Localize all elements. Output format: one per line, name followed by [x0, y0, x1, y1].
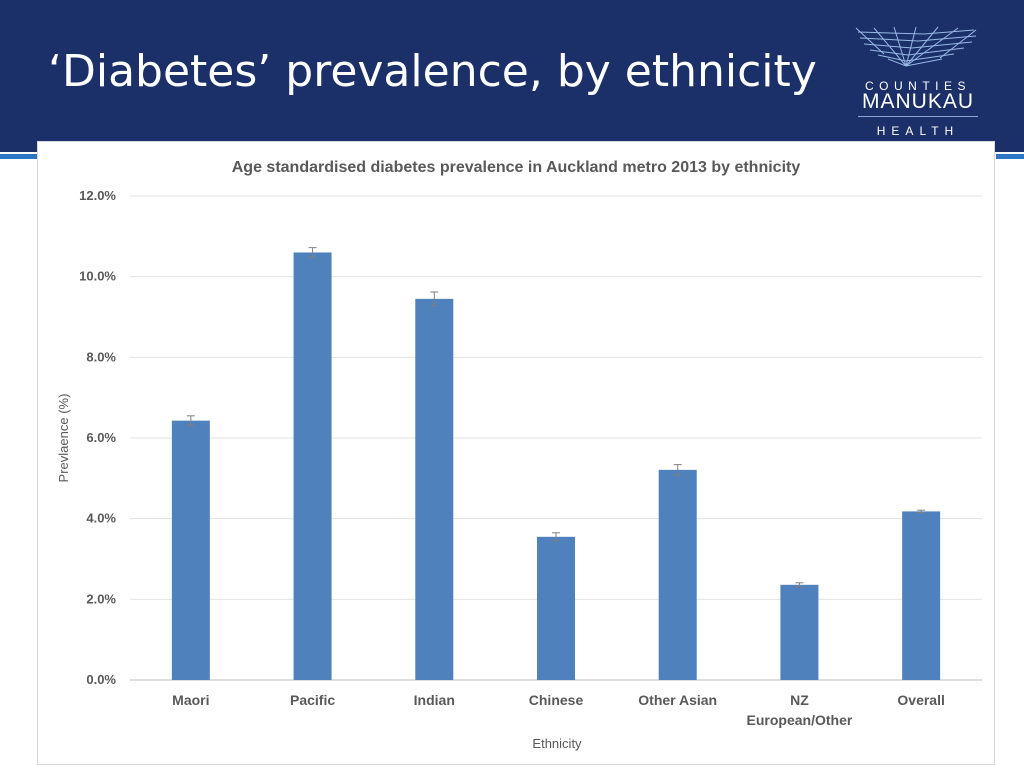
counties-manukau-health-logo: COUNTIES MANUKAU HEALTH	[848, 24, 988, 140]
y-tick-label: 0.0%	[86, 672, 116, 687]
y-tick-label: 12.0%	[79, 188, 116, 203]
logo-divider	[858, 116, 978, 117]
y-tick-label: 8.0%	[86, 349, 116, 364]
x-category-label: Maori	[172, 692, 209, 708]
error-bars	[186, 247, 926, 588]
error-bar	[430, 291, 439, 307]
logo-text-counties: COUNTIES	[864, 79, 971, 93]
accent-line-left	[0, 154, 38, 159]
bar-chinese	[537, 536, 575, 680]
error-bar	[795, 582, 804, 588]
x-category-label: Chinese	[529, 692, 584, 708]
bar-indian	[415, 298, 454, 680]
y-tick-label: 4.0%	[86, 511, 116, 526]
bar-overall	[902, 511, 941, 680]
bar-nz-european-other	[780, 584, 819, 680]
logo-text-manukau: MANUKAU	[861, 90, 974, 113]
bar-other-asian	[658, 469, 697, 680]
y-tick-label: 10.0%	[79, 269, 116, 284]
y-tick-label: 6.0%	[86, 430, 116, 445]
error-bar	[186, 415, 195, 426]
error-bar	[673, 464, 682, 476]
x-axis-title: Ethnicity	[532, 736, 582, 751]
y-axis-ticks: 0.0% 2.0% 4.0% 6.0% 8.0% 10.0% 12.0%	[79, 188, 116, 687]
slide-header: ‘Diabetes’ prevalence, by ethnicity COUN…	[0, 0, 1024, 152]
logo-wave-mark-icon	[855, 26, 977, 67]
chart-title: Age standardised diabetes prevalence in …	[232, 159, 801, 176]
x-category-label: NZ European/Other	[747, 692, 853, 728]
error-bar	[917, 509, 926, 514]
bar-pacific	[293, 252, 332, 680]
bar-maori	[171, 420, 210, 680]
error-bar	[552, 532, 560, 542]
x-category-label: Other Asian	[638, 692, 717, 708]
bar-chart: Age standardised diabetes prevalence in …	[56, 159, 982, 751]
slide-title: ‘Diabetes’ prevalence, by ethnicity	[48, 46, 817, 97]
bars	[171, 252, 941, 680]
x-axis-labels: Maori Pacific Indian Chinese Other Asian NZ Eu…	[172, 692, 945, 728]
y-tick-label: 2.0%	[86, 591, 116, 606]
x-category-label: Overall	[897, 692, 944, 708]
x-category-label: Indian	[414, 692, 455, 708]
x-category-label: Pacific	[290, 692, 335, 708]
accent-line-right	[996, 154, 1024, 159]
y-axis-title: Prevlaence (%)	[56, 394, 71, 483]
logo-text-health: HEALTH	[876, 124, 960, 138]
error-bar	[308, 247, 317, 258]
chart-panel: Age standardised diabetes prevalence in …	[37, 141, 995, 765]
